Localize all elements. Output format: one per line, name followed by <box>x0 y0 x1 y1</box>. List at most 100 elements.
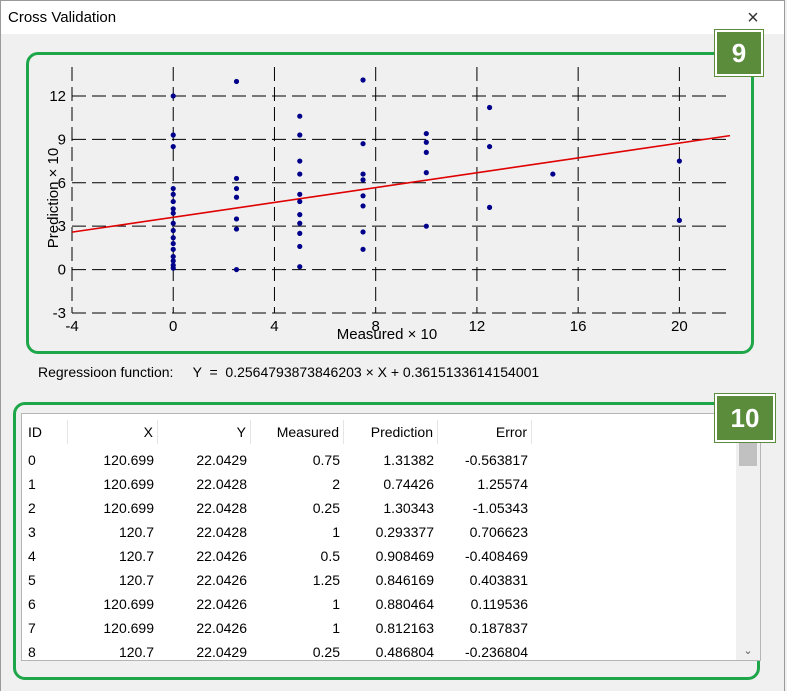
data-point <box>233 78 240 85</box>
data-point <box>233 175 240 182</box>
x-tick-label: 4 <box>270 318 278 335</box>
cell-error: 0.706623 <box>469 524 528 540</box>
table-row[interactable]: 4 120.7 22.0426 0.5 0.908469 -0.408469 <box>22 544 742 568</box>
data-point <box>170 210 176 216</box>
cell-measured: 2 <box>332 476 340 492</box>
table-row[interactable]: 2 120.699 22.0428 0.25 1.30343 -1.05343 <box>22 496 742 520</box>
cell-x: 120.699 <box>103 620 154 636</box>
data-point <box>297 191 303 197</box>
x-tick-label: 12 <box>469 318 486 335</box>
column-header-measured[interactable]: Measured <box>251 420 344 444</box>
cell-y: 22.0429 <box>196 644 247 660</box>
cell-id: 2 <box>28 500 36 516</box>
data-point <box>297 198 303 205</box>
data-point <box>297 171 303 177</box>
cell-x: 120.7 <box>118 548 154 564</box>
data-point <box>676 158 682 164</box>
cell-measured: 1 <box>332 596 340 612</box>
data-point <box>676 217 682 223</box>
column-header-y[interactable]: Y <box>158 420 251 444</box>
cell-y: 22.0428 <box>196 476 247 492</box>
data-point <box>297 113 303 119</box>
data-point <box>170 93 176 99</box>
cell-error: -0.563817 <box>464 452 528 468</box>
vertical-scrollbar[interactable]: ▲ ⌄ <box>736 414 760 660</box>
data-point <box>170 198 176 205</box>
table-row[interactable]: 6 120.699 22.0426 1 0.880464 0.119536 <box>22 592 742 616</box>
data-point <box>170 253 176 260</box>
regression-function-text: Regressioon function: Y = 0.256479387384… <box>38 364 540 380</box>
cell-x: 120.699 <box>103 500 154 516</box>
cell-measured: 1.25 <box>312 572 340 588</box>
cell-prediction: 0.846169 <box>375 572 434 588</box>
table-row[interactable]: 3 120.7 22.0428 1 0.293377 0.706623 <box>22 520 742 544</box>
table-row[interactable]: 5 120.7 22.0426 1.25 0.846169 0.403831 <box>22 568 742 592</box>
table-row[interactable]: 0 120.699 22.0429 0.75 1.31382 -0.563817 <box>22 448 742 472</box>
data-point <box>170 185 176 192</box>
data-point <box>297 230 303 237</box>
column-header-prediction[interactable]: Prediction <box>344 420 438 444</box>
cell-measured: 0.25 <box>312 644 340 660</box>
cell-error: 1.25574 <box>477 476 528 492</box>
x-tick-label: 0 <box>169 318 177 335</box>
column-header-x[interactable]: X <box>64 420 158 444</box>
x-axis-label: Measured × 10 <box>337 326 437 343</box>
data-point <box>360 171 366 177</box>
data-point <box>170 143 176 150</box>
scroll-thumb[interactable] <box>739 436 757 466</box>
cell-id: 5 <box>28 572 36 588</box>
table-row[interactable]: 1 120.699 22.0428 2 0.74426 1.25574 <box>22 472 742 496</box>
data-point <box>233 216 240 222</box>
cell-prediction: 1.30343 <box>383 500 434 516</box>
data-point <box>170 258 176 264</box>
data-point <box>170 246 176 252</box>
data-point <box>233 226 240 232</box>
cell-error: 0.403831 <box>469 572 528 588</box>
table-row[interactable]: 7 120.699 22.0426 1 0.812163 0.187837 <box>22 616 742 640</box>
data-point <box>297 220 303 226</box>
cell-x: 120.699 <box>103 596 154 612</box>
cell-y: 22.0426 <box>196 548 247 564</box>
data-point <box>170 240 176 247</box>
chart-highlight-frame <box>26 52 754 354</box>
data-point <box>297 264 303 270</box>
data-point <box>360 246 366 252</box>
cell-x: 120.699 <box>103 452 154 468</box>
cell-prediction: 0.74426 <box>383 476 434 492</box>
cell-measured: 0.5 <box>320 548 340 564</box>
data-point <box>297 212 303 218</box>
column-header-id[interactable]: ID <box>28 420 68 444</box>
cell-y: 22.0426 <box>196 620 247 636</box>
data-point <box>170 265 176 271</box>
cell-error: -0.408469 <box>464 548 528 564</box>
data-point <box>297 132 303 138</box>
data-point <box>170 132 176 138</box>
data-point <box>170 235 176 241</box>
results-table[interactable]: ID X Y Measured Prediction Error 0 120.69… <box>21 413 761 661</box>
y-tick-label: 9 <box>58 131 66 148</box>
cell-error: 0.187837 <box>469 620 528 636</box>
scroll-down-icon[interactable]: ⌄ <box>743 645 753 657</box>
callout-badge-table: 10 <box>715 394 775 442</box>
cell-id: 3 <box>28 524 36 540</box>
table-row[interactable]: 8 120.7 22.0429 0.25 0.486804 -0.236804 <box>22 640 742 664</box>
data-point <box>170 227 176 234</box>
column-header-error[interactable]: Error <box>438 420 532 444</box>
close-icon[interactable]: × <box>747 7 759 29</box>
y-tick-label: -3 <box>53 305 66 322</box>
cell-prediction: 0.293377 <box>375 524 434 540</box>
x-tick-label: 20 <box>671 318 688 335</box>
x-tick-label: -4 <box>65 318 78 335</box>
cell-measured: 1 <box>332 620 340 636</box>
chart-tick-labels: -4 0 4 8 12 16 20 -3 0 3 6 9 12 <box>49 88 687 335</box>
title-bar: Cross Validation × <box>0 0 785 34</box>
callout-badge-chart: 9 <box>715 30 763 76</box>
cell-error: -1.05343 <box>472 500 528 516</box>
data-point <box>486 104 493 111</box>
cell-prediction: 0.880464 <box>375 596 434 612</box>
x-tick-label: 16 <box>570 318 587 335</box>
table-header: ID X Y Measured Prediction Error <box>22 420 742 444</box>
data-point <box>297 158 303 164</box>
data-point <box>360 177 366 183</box>
regression-line <box>71 134 731 233</box>
